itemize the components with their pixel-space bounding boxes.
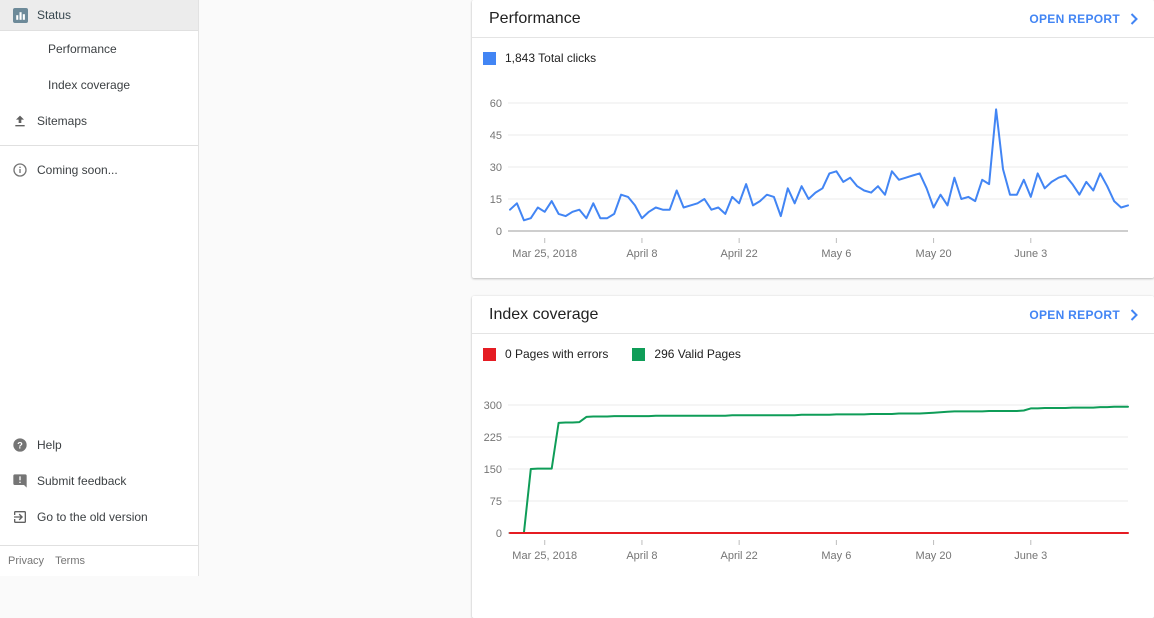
sidebar-item-status[interactable]: Status — [0, 0, 198, 30]
sidebar-item-label: Submit feedback — [37, 474, 126, 488]
main-content: Performance OPEN REPORT 1,843 Total clic… — [199, 0, 1154, 576]
y-axis-tick-label: 15 — [490, 194, 502, 206]
y-axis-tick-label: 0 — [496, 226, 502, 238]
open-report-link-index-coverage[interactable]: OPEN REPORT — [1029, 308, 1138, 322]
sidebar-item-coming-soon[interactable]: Coming soon... — [0, 152, 198, 188]
upload-icon — [12, 113, 28, 129]
performance-line-chart[interactable]: 0 15 30 45 60 Mar 25, 2018 April 8 April 22 May … — [472, 90, 1154, 262]
x-axis-tick-label: May 20 — [916, 248, 952, 260]
sidebar-item-label: Index coverage — [48, 78, 130, 92]
legend-swatch — [632, 348, 645, 361]
y-axis-tick-label: 300 — [484, 400, 502, 412]
feedback-icon — [12, 473, 28, 489]
help-icon: ? — [12, 437, 28, 453]
chevron-right-icon — [1130, 13, 1138, 25]
sidebar: Status Performance Index coverage Sitema… — [0, 0, 199, 576]
performance-card: Performance OPEN REPORT 1,843 Total clic… — [472, 0, 1154, 278]
sidebar-footer: ? Help Submit feedback Go to the old v — [0, 427, 198, 576]
sidebar-item-sitemaps[interactable]: Sitemaps — [0, 103, 198, 139]
x-axis-tick-label: April 22 — [720, 550, 757, 562]
x-axis-tick-label: May 6 — [821, 248, 851, 260]
x-axis-tick-label: May 20 — [916, 550, 952, 562]
index-coverage-card-header: Index coverage OPEN REPORT — [472, 296, 1154, 334]
page-title-performance: Performance — [489, 10, 581, 28]
open-report-label: OPEN REPORT — [1029, 308, 1120, 322]
privacy-link[interactable]: Privacy — [8, 555, 44, 567]
series-line-valid-pages — [510, 407, 1128, 533]
sidebar-item-label: Status — [37, 8, 71, 22]
exit-to-app-icon — [12, 509, 28, 525]
y-axis-tick-label: 75 — [490, 496, 502, 508]
sidebar-item-label: Coming soon... — [37, 163, 118, 177]
sidebar-item-label: Go to the old version — [37, 510, 148, 524]
performance-legend: 1,843 Total clicks — [472, 38, 1154, 65]
legend-swatch — [483, 348, 496, 361]
y-axis-tick-label: 45 — [490, 130, 502, 142]
x-axis-tick-label: Mar 25, 2018 — [512, 550, 577, 562]
bar-chart-icon — [12, 7, 28, 23]
index-coverage-line-chart[interactable]: 0 75 150 225 300 Mar 25, 2018 April 8 April 22 M… — [472, 388, 1154, 566]
legend-item-valid-pages[interactable]: 296 Valid Pages — [632, 347, 741, 361]
legal-links: Privacy Terms — [0, 546, 198, 576]
x-axis-tick-label: April 8 — [626, 248, 657, 260]
index-coverage-card: Index coverage OPEN REPORT 0 Pages with … — [472, 296, 1154, 618]
sidebar-item-index-coverage[interactable]: Index coverage — [0, 67, 198, 103]
open-report-link-performance[interactable]: OPEN REPORT — [1029, 12, 1138, 26]
x-axis-tick-label: April 8 — [626, 550, 657, 562]
y-axis-tick-label: 150 — [484, 464, 502, 476]
y-axis-tick-label: 30 — [490, 162, 502, 174]
sidebar-item-label: Sitemaps — [37, 114, 87, 128]
legend-swatch — [483, 52, 496, 65]
x-axis-tick-label: June 3 — [1014, 248, 1047, 260]
x-axis-tick-label: June 3 — [1014, 550, 1047, 562]
performance-card-header: Performance OPEN REPORT — [472, 0, 1154, 38]
svg-text:?: ? — [17, 440, 23, 450]
legend-item-pages-with-errors[interactable]: 0 Pages with errors — [483, 347, 608, 361]
x-axis-tick-label: May 6 — [821, 550, 851, 562]
sidebar-divider — [0, 145, 198, 146]
sidebar-item-old-version[interactable]: Go to the old version — [0, 499, 198, 535]
x-axis-tick-label: Mar 25, 2018 — [512, 248, 577, 260]
x-axis-tick-label: April 22 — [720, 248, 757, 260]
sidebar-item-label: Performance — [48, 42, 117, 56]
info-icon — [12, 162, 28, 178]
terms-link[interactable]: Terms — [55, 555, 85, 567]
y-axis-tick-label: 60 — [490, 98, 502, 110]
legend-label: 0 Pages with errors — [505, 347, 608, 361]
sidebar-item-label: Help — [37, 438, 62, 452]
sidebar-item-submit-feedback[interactable]: Submit feedback — [0, 463, 198, 499]
page-title-index-coverage: Index coverage — [489, 306, 598, 324]
legend-label: 296 Valid Pages — [654, 347, 741, 361]
series-line-total-clicks — [510, 109, 1128, 220]
chevron-right-icon — [1130, 309, 1138, 321]
legend-item-total-clicks[interactable]: 1,843 Total clicks — [483, 51, 596, 65]
sidebar-item-performance[interactable]: Performance — [0, 31, 198, 67]
y-axis-tick-label: 225 — [484, 432, 502, 444]
open-report-label: OPEN REPORT — [1029, 12, 1120, 26]
sidebar-item-help[interactable]: ? Help — [0, 427, 198, 463]
y-axis-tick-label: 0 — [496, 528, 502, 540]
legend-label: 1,843 Total clicks — [505, 51, 596, 65]
index-coverage-legend: 0 Pages with errors 296 Valid Pages — [472, 334, 1154, 361]
